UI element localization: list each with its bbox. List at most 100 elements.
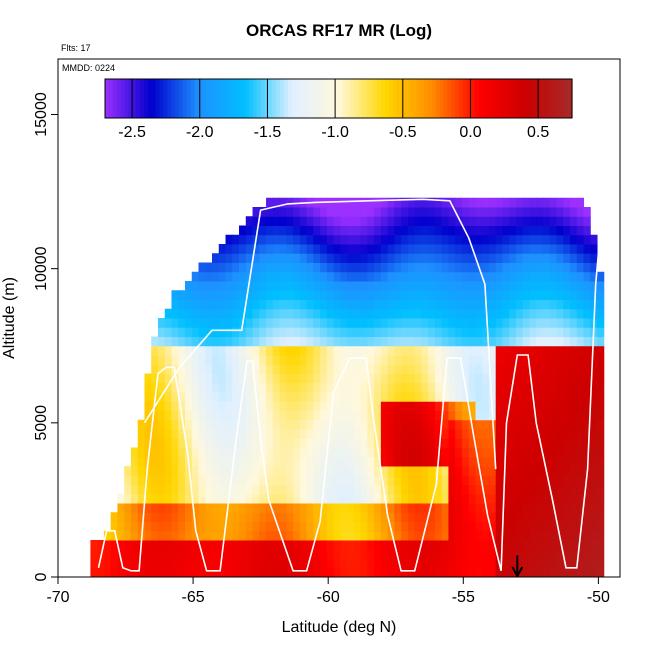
heatmap-cell <box>347 558 355 569</box>
heatmap-cell <box>522 567 530 577</box>
heatmap-cell <box>482 244 490 254</box>
colorbar-tick-label: -1.0 <box>321 124 349 141</box>
heatmap-cell <box>522 290 530 300</box>
heatmap-cell <box>502 401 510 411</box>
heatmap-cell <box>583 271 591 282</box>
heatmap-cell <box>407 530 416 541</box>
heatmap-cell <box>266 355 274 365</box>
heatmap-cell <box>360 207 368 217</box>
heatmap-cell <box>570 299 578 310</box>
heatmap-cell <box>225 512 233 522</box>
heatmap-cell <box>475 512 483 522</box>
heatmap-cell <box>374 281 382 291</box>
heatmap-cell <box>536 225 544 236</box>
heatmap-cell <box>570 234 578 245</box>
heatmap-cell <box>245 318 254 328</box>
heatmap-cell <box>407 447 416 458</box>
heatmap-cell <box>549 419 557 430</box>
heatmap-cell <box>225 466 233 476</box>
heatmap-cell <box>320 447 328 458</box>
heatmap-cell <box>549 475 557 485</box>
heatmap-cell <box>570 253 578 263</box>
heatmap-cell <box>576 419 585 430</box>
heatmap-cell <box>171 493 179 504</box>
heatmap-cell <box>198 484 206 495</box>
heatmap-cell <box>374 271 382 282</box>
heatmap-cell <box>488 364 497 374</box>
heatmap-cell <box>340 521 348 532</box>
heatmap-cell <box>252 456 260 467</box>
heatmap-cell <box>563 253 571 263</box>
heatmap-cell <box>468 512 476 522</box>
heatmap-cell <box>529 327 537 337</box>
heatmap-cell <box>461 244 470 254</box>
heatmap-cell <box>448 355 456 365</box>
heatmap-cell <box>536 549 544 559</box>
heatmap-cell <box>380 438 389 448</box>
heatmap-cell <box>293 410 301 421</box>
heatmap-cell <box>320 290 328 300</box>
heatmap-cell <box>326 456 335 467</box>
heatmap-cell <box>286 530 294 541</box>
heatmap-cell <box>570 225 578 236</box>
heatmap-cell <box>286 392 294 402</box>
heatmap-cell <box>387 493 395 504</box>
heatmap-cell <box>502 216 510 226</box>
heatmap-cell <box>299 567 308 577</box>
heatmap-cell <box>157 558 166 569</box>
heatmap-cell <box>259 410 267 421</box>
heatmap-cell <box>482 429 490 439</box>
heatmap-cell <box>482 207 490 217</box>
heatmap-cell <box>279 530 287 541</box>
heatmap-cell <box>306 503 314 513</box>
heatmap-cell <box>266 558 274 569</box>
heatmap-cell <box>556 373 564 384</box>
heatmap-cell <box>576 558 585 569</box>
heatmap-cell <box>205 290 213 300</box>
heatmap-cell <box>239 484 247 495</box>
heatmap-cell <box>502 318 510 328</box>
heatmap-cell <box>401 401 409 411</box>
heatmap-cell <box>117 567 125 577</box>
heatmap-cell <box>380 466 389 476</box>
heatmap-cell <box>347 271 355 282</box>
heatmap-cell <box>218 281 227 291</box>
heatmap-cell <box>306 567 314 577</box>
heatmap-cell <box>434 493 443 504</box>
heatmap-cell <box>137 549 145 559</box>
heatmap-cell <box>428 475 436 485</box>
heatmap-cell <box>522 410 530 421</box>
colorbar-swatch <box>412 79 417 118</box>
heatmap-cell <box>509 401 517 411</box>
heatmap-cell <box>232 336 240 347</box>
heatmap-cell <box>313 271 321 282</box>
heatmap-cell <box>130 512 139 522</box>
heatmap-cell <box>306 530 314 541</box>
heatmap-cell <box>556 207 564 217</box>
heatmap-cell <box>184 521 193 532</box>
heatmap-cell <box>536 299 544 310</box>
heatmap-cell <box>495 318 503 328</box>
heatmap-cell <box>232 484 240 495</box>
heatmap-cell <box>191 410 199 421</box>
heatmap-cell <box>455 373 463 384</box>
heatmap-cell <box>597 327 605 337</box>
heatmap-cell <box>225 336 233 347</box>
heatmap-cell <box>225 299 233 310</box>
heatmap-cell <box>245 290 254 300</box>
heatmap-cell <box>205 262 213 273</box>
heatmap-cell <box>252 558 260 569</box>
heatmap-cell <box>212 262 220 273</box>
heatmap-cell <box>387 244 395 254</box>
heatmap-cell <box>374 299 382 310</box>
heatmap-cell <box>212 336 220 347</box>
heatmap-cell <box>529 447 537 458</box>
heatmap-cell <box>245 382 254 393</box>
heatmap-cell <box>293 216 301 226</box>
heatmap-cell <box>252 290 260 300</box>
heatmap-cell <box>434 281 443 291</box>
heatmap-cell <box>218 493 227 504</box>
heatmap-cell <box>461 447 470 458</box>
heatmap-cell <box>103 530 112 541</box>
heatmap-cell <box>597 318 605 328</box>
